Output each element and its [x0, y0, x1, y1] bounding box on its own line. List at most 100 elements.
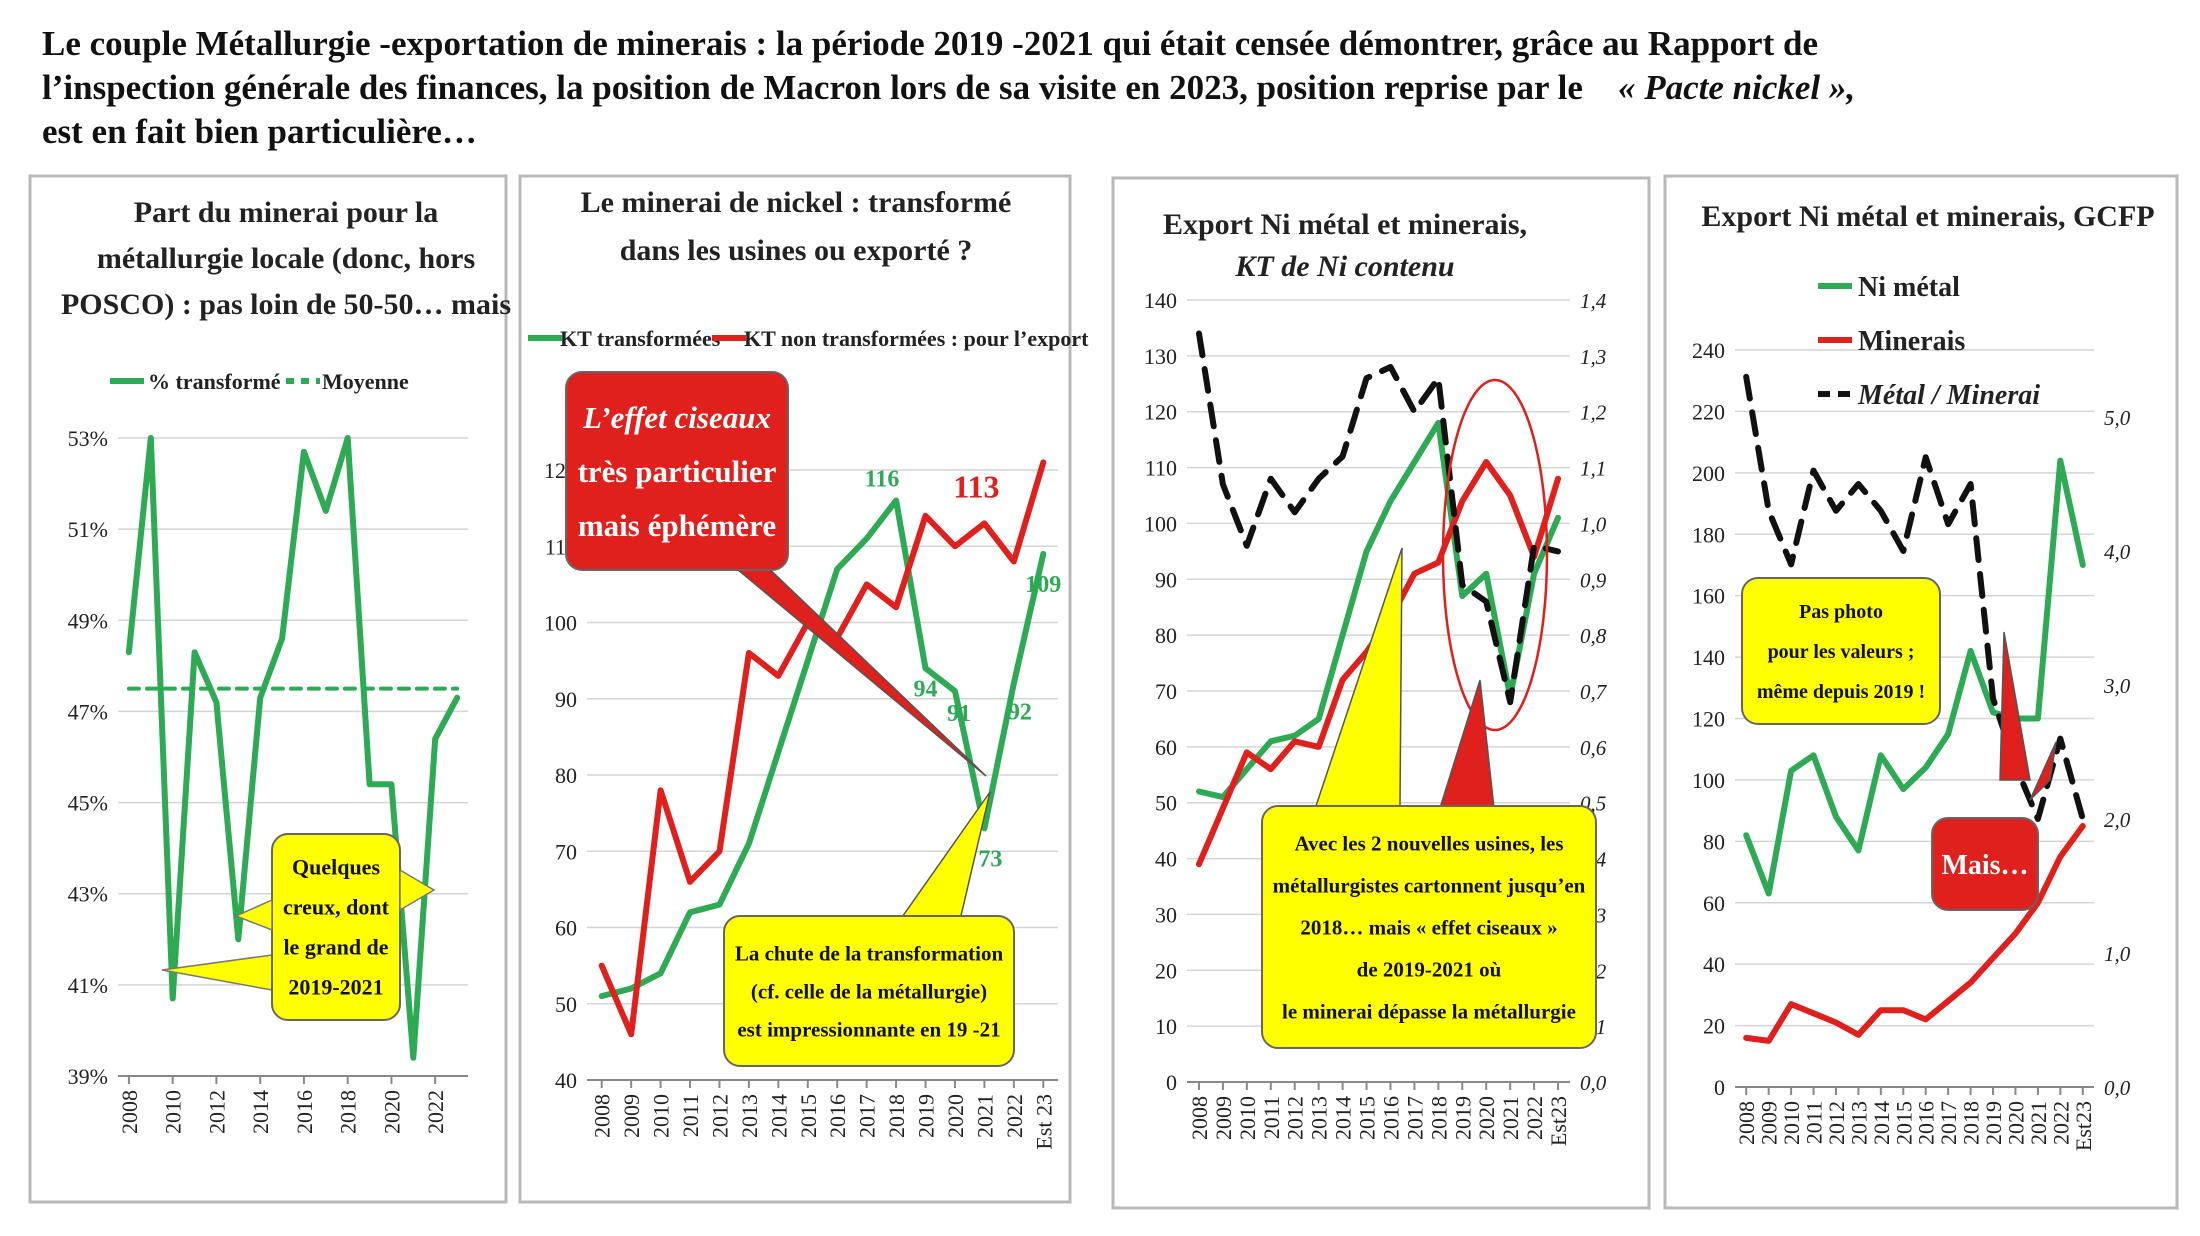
y-tick-label: 90 [1155, 567, 1177, 592]
series-line-1 [1743, 457, 2086, 897]
y-tick-label: 47% [68, 699, 108, 724]
x-tick-label: 2019 [1981, 1101, 2006, 1145]
y-tick-label: 100 [544, 611, 577, 636]
x-tick-label: 2016 [1378, 1096, 1403, 1140]
x-tick-label: 2008 [1187, 1096, 1212, 1140]
x-tick-label: Est 23 [1031, 1094, 1056, 1150]
y-tick-label: 120 [1144, 400, 1177, 425]
y2-tick-label: 4,0 [2104, 540, 2131, 564]
y-tick-label: 50 [555, 992, 577, 1017]
y2-tick-label: 0,6 [1580, 736, 1607, 760]
x-tick-label: 2022 [2048, 1101, 2073, 1145]
chart-title-line: Export Ni métal et minerais, [1163, 208, 1527, 241]
headline-line-3: est en fait bien particulière… [42, 112, 477, 151]
y-tick-label: 140 [1692, 645, 1725, 670]
x-tick-label: 2018 [336, 1090, 361, 1134]
headline-pacte-nickel: « Pacte nickel », [1617, 68, 1856, 107]
y-tick-label: 50 [1155, 791, 1177, 816]
y2-tick-label: 2,0 [2104, 808, 2131, 832]
series-line-3 [1196, 330, 1561, 706]
callout-creux-text: Quelques [292, 855, 380, 880]
callout-usines-text: de 2019-2021 où [1357, 957, 1502, 981]
callout-pasphoto-text: Pas photo [1799, 601, 1883, 623]
x-tick-label: 2011 [1259, 1096, 1284, 1139]
y-tick-label: 0 [1166, 1070, 1177, 1095]
x-tick-label: 2022 [1002, 1094, 1027, 1138]
y-tick-label: 40 [1155, 847, 1177, 872]
y-tick-label: 70 [555, 839, 577, 864]
x-tick-label: 2017 [855, 1094, 880, 1138]
x-tick-label: 2014 [766, 1094, 791, 1138]
x-tick-label: Est23 [1546, 1096, 1571, 1146]
y2-tick-label: 1,2 [1580, 401, 1607, 425]
legend-label: Métal / Minerai [1857, 380, 2040, 411]
callout-creux-text: le grand de [283, 935, 388, 960]
legend-label: % transformé [148, 369, 281, 394]
y-tick-label: 41% [68, 973, 108, 998]
headline: Le couple Métallurgie -exportation de mi… [42, 22, 2172, 154]
callout-ciseaux-text: L’effet ciseaux [582, 400, 771, 435]
legend-label: KT non transformées : pour l’export [744, 326, 1089, 351]
x-tick-label: 2022 [1522, 1096, 1547, 1140]
headline-line-2: l’inspection générale des finances, la p… [42, 66, 2172, 110]
y-tick-label: 80 [1703, 829, 1725, 854]
x-tick-label: 2020 [2003, 1101, 2028, 1145]
chart-title-line: dans les usines ou exporté ? [620, 234, 973, 267]
y-tick-label: 60 [1155, 735, 1177, 760]
x-tick-label: 2020 [1474, 1096, 1499, 1140]
data-label: 113 [953, 468, 999, 504]
callout-creux-text: 2019-2021 [288, 975, 383, 1000]
y-tick-label: 120 [1692, 707, 1725, 732]
x-tick-label: 2018 [1959, 1101, 1984, 1145]
data-label: 116 [865, 467, 900, 493]
x-tick-label: 2014 [1869, 1101, 1894, 1145]
x-tick-label: 2013 [1846, 1101, 1871, 1145]
x-tick-label: 2022 [423, 1090, 448, 1134]
x-tick-label: 2014 [248, 1090, 273, 1134]
y2-tick-label: 5,0 [2104, 406, 2131, 430]
y-tick-label: 45% [68, 791, 108, 816]
highlight-ellipse [1441, 378, 1549, 732]
x-tick-label: 2008 [1734, 1101, 1759, 1145]
y-tick-label: 60 [1703, 891, 1725, 916]
y-tick-label: 40 [555, 1068, 577, 1093]
chart-title-line: POSCO) : pas loin de 50-50… mais [61, 288, 511, 321]
x-tick-label: 2013 [737, 1094, 762, 1138]
y-tick-label: 53% [68, 426, 108, 451]
y-tick-label: 30 [1155, 902, 1177, 927]
y2-tick-label: 1,0 [2104, 942, 2131, 966]
callout-chute-text: La chute de la transformation [735, 941, 1004, 965]
legend-label: Ni métal [1858, 272, 1960, 303]
callout-pasphoto-text: même depuis 2019 ! [1757, 681, 1925, 703]
data-label: 91 [947, 701, 971, 727]
x-tick-label: 2008 [590, 1094, 615, 1138]
y-tick-label: 80 [1155, 623, 1177, 648]
x-tick-label: 2010 [1779, 1101, 1804, 1145]
x-tick-label: 2008 [117, 1090, 142, 1134]
chart-title-line: Export Ni métal et minerais, GCFP [1701, 200, 2154, 233]
x-tick-label: 2019 [1450, 1096, 1475, 1140]
y-tick-label: 110 [1145, 456, 1177, 481]
x-tick-label: 2016 [1914, 1101, 1939, 1145]
y2-tick-label: 0,9 [1580, 568, 1607, 592]
y2-tick-label: 0,8 [1580, 624, 1607, 648]
x-tick-label: 2014 [1331, 1096, 1356, 1140]
y-tick-label: 220 [1692, 399, 1725, 424]
series-line-2 [1743, 823, 2086, 1044]
x-tick-label: 2021 [972, 1094, 997, 1138]
x-tick-label: 2009 [1757, 1101, 1782, 1145]
legend-label: KT transformées [560, 326, 721, 351]
x-tick-label: 2009 [1211, 1096, 1236, 1140]
y-tick-label: 49% [68, 608, 108, 633]
chart-4: Export Ni métal et minerais, GCFP 0 20 40 60… [1663, 174, 2179, 1210]
data-label: 73 [978, 846, 1002, 872]
y-tick-label: 200 [1692, 461, 1725, 486]
headline-line-1: Le couple Métallurgie -exportation de mi… [42, 24, 1818, 63]
x-tick-label: 2017 [1936, 1101, 1961, 1145]
x-tick-label: 2013 [1307, 1096, 1332, 1140]
x-tick-label: 2011 [1802, 1101, 1827, 1144]
callout-creux-pointer-mid [234, 898, 273, 932]
y-tick-label: 40 [1703, 952, 1725, 977]
x-tick-label: 2020 [379, 1090, 404, 1134]
